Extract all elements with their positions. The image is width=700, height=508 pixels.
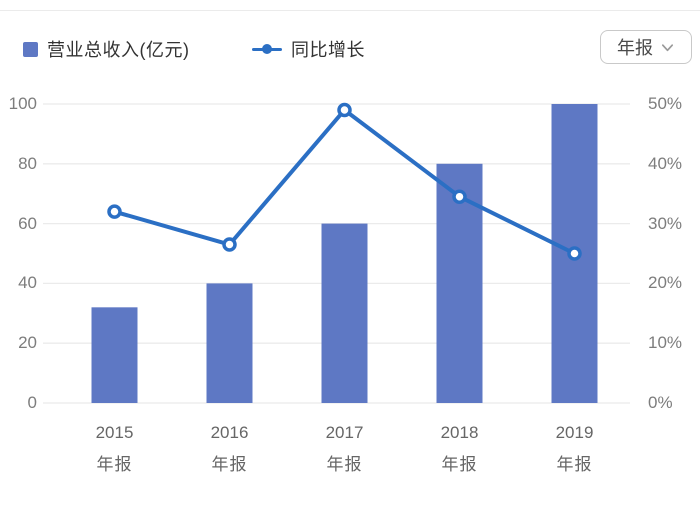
category-label-2015: 2015 年报 [95, 423, 134, 474]
bar-series-swatch-icon [23, 41, 38, 57]
period-dropdown[interactable]: 年报 [600, 30, 692, 64]
left-axis-tick: 40 [18, 273, 37, 293]
left-axis-tick: 60 [18, 213, 37, 233]
right-axis-tick: 0% [648, 393, 673, 412]
left-axis-tick: 80 [18, 153, 37, 173]
line-marker-2019[interactable] [567, 246, 582, 261]
right-axis-tick: 50% [648, 94, 683, 113]
category-label-2017: 2017 年报 [325, 423, 364, 474]
line-marker-2017[interactable] [337, 102, 352, 118]
legend-item-total-revenue[interactable]: 营业总收入(亿元) [23, 36, 190, 62]
right-axis-tick: 10% [648, 333, 683, 353]
left-axis-tick: 20 [18, 333, 37, 353]
period-dropdown-value: 年报 [617, 38, 653, 58]
legend-label-total-revenue: 营业总收入(亿元) [47, 40, 190, 60]
top-divider [0, 10, 700, 11]
right-axis-tick: 20% [648, 273, 683, 293]
bar-2016[interactable] [206, 283, 253, 403]
category-label-2019: 2019 年报 [555, 423, 594, 474]
line-marker-2018[interactable] [452, 189, 467, 204]
legend-item-yoy-growth[interactable]: 同比增长 [252, 36, 365, 62]
left-axis-tick: 0 [27, 393, 37, 412]
right-axis-tick: 30% [648, 213, 683, 233]
category-label-2018: 2018 年报 [440, 423, 479, 474]
bar-2017[interactable] [321, 223, 368, 403]
right-axis-tick: 40% [648, 153, 683, 173]
line-marker-2016[interactable] [222, 237, 237, 252]
legend-label-yoy-growth: 同比增长 [291, 40, 365, 60]
line-series-marker-icon [252, 42, 282, 57]
bar-2015[interactable] [91, 307, 138, 403]
left-axis-tick: 100 [8, 94, 37, 113]
line-marker-2015[interactable] [107, 204, 122, 219]
chevron-down-icon [661, 43, 674, 51]
category-label-2016: 2016 年报 [210, 423, 249, 474]
